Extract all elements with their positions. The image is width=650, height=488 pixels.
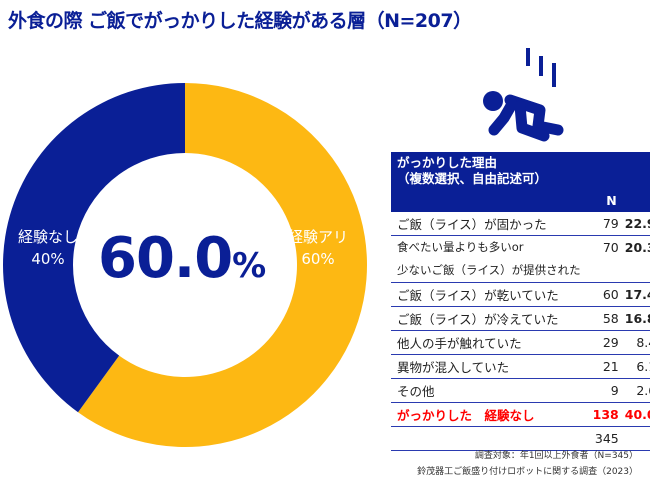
pct-cell: 22.9% xyxy=(622,212,650,236)
reason-cell: ご飯（ライス）が乾いていた xyxy=(391,282,587,307)
n-cell: 29 xyxy=(586,330,623,355)
slice-label-yes: 経験アリ 60% xyxy=(288,228,349,268)
center-value: 60.0% xyxy=(98,226,266,291)
pct-cell: 20.3% xyxy=(622,235,650,283)
n-cell: 138 xyxy=(586,402,623,427)
reason-cell: その他 xyxy=(391,378,587,403)
donut-chart xyxy=(3,83,368,448)
n-cell: 9 xyxy=(586,378,623,403)
slice-0 xyxy=(78,83,368,448)
n-cell: 58 xyxy=(586,306,623,331)
col-n: N xyxy=(586,190,623,212)
pct-cell: 8.4% xyxy=(622,330,650,355)
reasons-table: がっかりした理由（複数選択、自由記述可） N% ご飯（ライス）が固かった7922… xyxy=(391,152,650,451)
slice-label-no: 経験なし 40% xyxy=(18,228,79,268)
falling-person-icon xyxy=(483,48,564,142)
n-cell: 79 xyxy=(586,212,623,236)
reason-cell: ご飯（ライス）が固かった xyxy=(391,212,587,236)
reason-cell: がっかりした 経験なし xyxy=(391,402,587,427)
reason-cell: 異物が混入していた xyxy=(391,354,587,379)
col-pct: % xyxy=(622,190,650,212)
footnote-target: 調査対象：年1回以上外食者（N=345） xyxy=(474,451,638,461)
footnote-source: 鈴茂器工ご飯盛り付けロボットに関する調査（2023） xyxy=(417,467,638,477)
n-cell: 21 xyxy=(586,354,623,379)
pct-cell: 6.1% xyxy=(622,354,650,379)
table-header-title: がっかりした理由 （複数選択、自由記述可） xyxy=(391,152,650,190)
n-cell: 60 xyxy=(586,282,623,307)
pct-cell: 40.0% xyxy=(622,402,650,427)
pct-cell: 2.6% xyxy=(622,378,650,403)
reason-cell: 他人の手が触れていた xyxy=(391,330,587,355)
reason-cell: 食べたい量よりも多いor 少ないご飯（ライス）が提供された xyxy=(391,235,587,283)
total-cell: 345 xyxy=(586,426,623,451)
slice-1 xyxy=(3,83,185,413)
pct-cell: 16.8% xyxy=(622,306,650,331)
reason-cell: ご飯（ライス）が冷えていた xyxy=(391,306,587,331)
pct-cell: 17.4% xyxy=(622,282,650,307)
page-title: 外食の際 ご飯でがっかりした経験がある層（N=207） xyxy=(8,10,472,32)
n-cell: 70 xyxy=(586,235,623,283)
total-row: 345 xyxy=(391,426,650,451)
